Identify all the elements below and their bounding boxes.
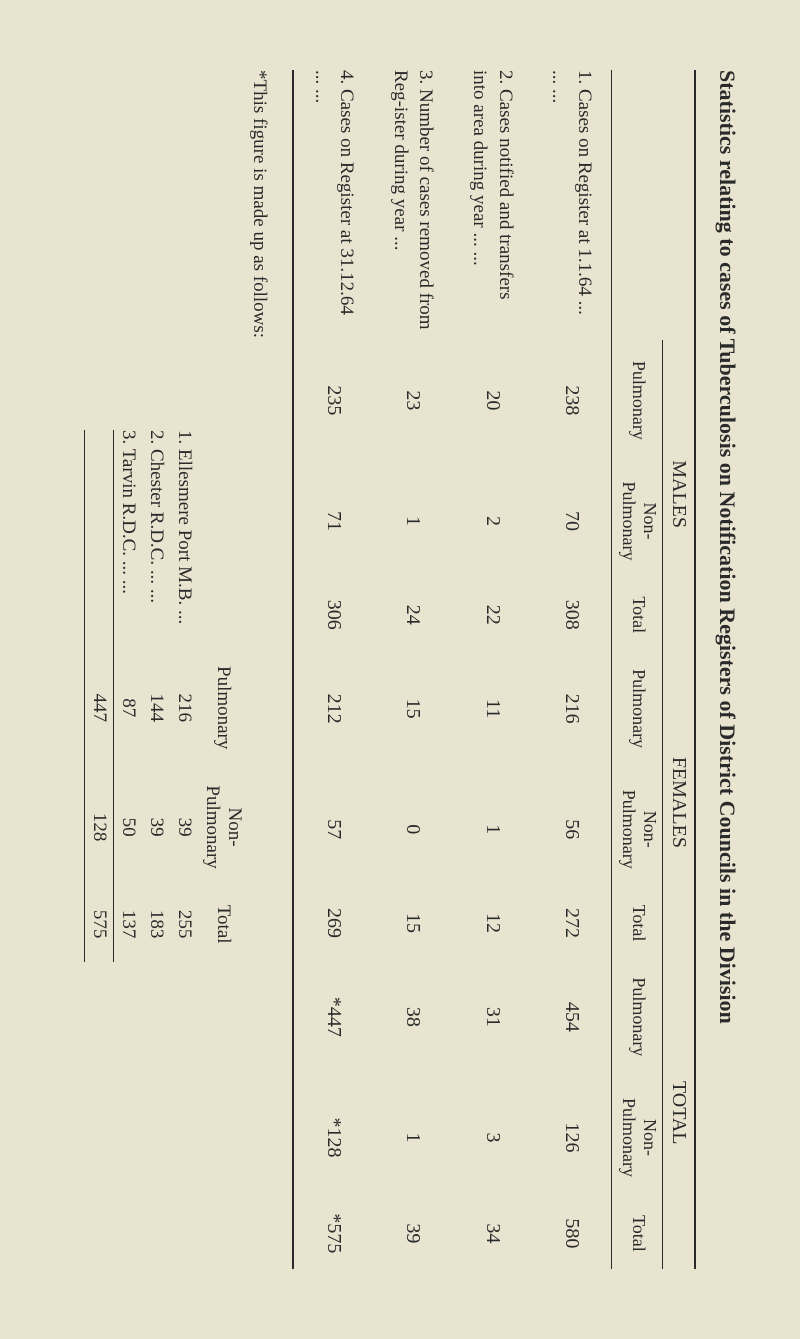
footnote-text: *This figure is made up as follows: [248,70,270,1269]
cell: 308 [532,581,612,648]
cell: 580 [532,1198,612,1269]
sub-total-header: Total [198,887,248,962]
sub-row: 3. Tarvin R.D.C. ... ... 87 50 137 [113,430,142,962]
cell: 212 [293,648,373,769]
page-title: Statistics relating to cases of Tubercul… [714,70,740,1269]
cell: 15 [373,890,452,957]
sub-cell: 144 [142,648,170,767]
cell: 56 [532,769,612,890]
total-nonpulmonary-header: Non-Pulmonary [612,1077,663,1198]
cell: *447 [293,957,373,1078]
cell: 1 [373,461,452,582]
males-header: MALES [663,340,696,648]
cell: 70 [532,461,612,582]
cell: 238 [532,340,612,461]
sub-row: 1. Ellesmere Port M.B. ... 216 39 255 [170,430,198,962]
sub-row-label: 2. Chester R.D.C. ... ... [142,430,170,648]
table-row: 1. Cases on Register at 1.1.64 ... ... .… [532,70,612,1269]
sub-cell: 137 [113,887,142,962]
table-row: 2. Cases notified and transfers into are… [452,70,531,1269]
cell: 235 [293,340,373,461]
main-table: MALES FEMALES TOTAL Pulmonary Non-Pulmon… [292,70,696,1269]
cell: *575 [293,1198,373,1269]
cell: 454 [532,957,612,1078]
cell: 11 [452,648,531,769]
sub-nonpulmonary-header: Non-Pulmonary [198,767,248,886]
sub-row-label: 1. Ellesmere Port M.B. ... [170,430,198,648]
main-table-body: 1. Cases on Register at 1.1.64 ... ... .… [293,70,612,1269]
sub-header-row: Pulmonary Non-Pulmonary Total [198,430,248,962]
cell: 31 [452,957,531,1078]
females-total-header: Total [612,890,663,957]
females-nonpulmonary-header: Non-Pulmonary [612,769,663,890]
cell: 15 [373,648,452,769]
cell: 269 [293,890,373,957]
sub-cell: 87 [113,648,142,767]
cell: 22 [452,581,531,648]
cell: 34 [452,1198,531,1269]
sub-table: Pulmonary Non-Pulmonary Total 1. Ellesme… [84,430,248,962]
total-header: TOTAL [663,957,696,1270]
sub-cell: 183 [142,887,170,962]
females-pulmonary-header: Pulmonary [612,648,663,769]
cell: 23 [373,340,452,461]
females-header: FEMALES [663,648,696,956]
males-nonpulmonary-header: Non-Pulmonary [612,461,663,582]
cell: 38 [373,957,452,1078]
sub-cell: 50 [113,767,142,886]
page-container: Statistics relating to cases of Tubercul… [0,0,800,1339]
cell: 216 [532,648,612,769]
sub-total-row: 447 128 575 [84,430,113,962]
sub-total-cell: 447 [84,648,113,767]
cell: 3 [452,1077,531,1198]
row-label: 3. Number of cases removed from Reg-iste… [373,70,452,340]
cell: 12 [452,890,531,957]
males-pulmonary-header: Pulmonary [612,340,663,461]
cell: 272 [532,890,612,957]
table-row: 3. Number of cases removed from Reg-iste… [373,70,452,1269]
sub-cell: 255 [170,887,198,962]
row-label: 2. Cases notified and transfers into are… [452,70,531,340]
sub-row: 2. Chester R.D.C. ... ... 144 39 183 [142,430,170,962]
sub-pulmonary-header: Pulmonary [198,648,248,767]
cell: 71 [293,461,373,582]
cell: 1 [452,769,531,890]
cell: 126 [532,1077,612,1198]
sub-total-cell: 128 [84,767,113,886]
sub-total-cell: 575 [84,887,113,962]
cell: 24 [373,581,452,648]
cell: 20 [452,340,531,461]
cell: 57 [293,769,373,890]
cell: 1 [373,1077,452,1198]
row-label: 4. Cases on Register at 31.12.64 ... ... [293,70,373,340]
total-pulmonary-header: Pulmonary [612,957,663,1078]
sub-cell: 39 [142,767,170,886]
cell: 0 [373,769,452,890]
sub-cell: 39 [170,767,198,886]
sub-cell: 216 [170,648,198,767]
males-total-header: Total [612,581,663,648]
row-label: 1. Cases on Register at 1.1.64 ... ... .… [532,70,612,340]
cell: 39 [373,1198,452,1269]
table-row: 4. Cases on Register at 31.12.64 ... ...… [293,70,373,1269]
cell: 306 [293,581,373,648]
sub-row-label: 3. Tarvin R.D.C. ... ... [113,430,142,648]
header-group-row: MALES FEMALES TOTAL [663,70,696,1269]
cell: 2 [452,461,531,582]
cell: *128 [293,1077,373,1198]
total-total-header: Total [612,1198,663,1269]
